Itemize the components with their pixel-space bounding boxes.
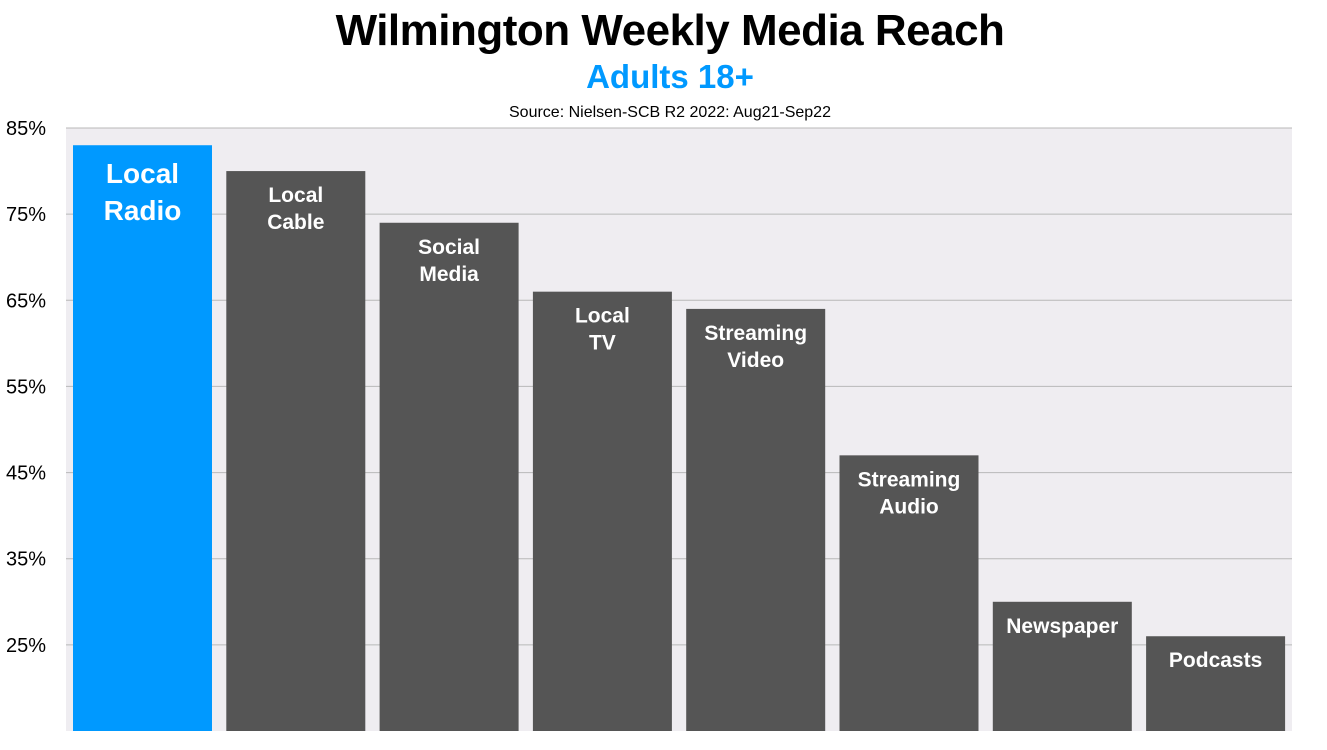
y-tick-label: 55% — [6, 376, 46, 398]
bar — [686, 308, 826, 731]
bar — [992, 601, 1132, 731]
bar — [532, 291, 672, 731]
y-tick-label: 75% — [6, 204, 46, 226]
bar-label: Social — [418, 236, 480, 259]
bar — [839, 455, 979, 731]
bar — [73, 145, 212, 731]
bar-label: Audio — [879, 495, 938, 518]
bar-label: TV — [589, 332, 616, 355]
bar-label: Podcasts — [1169, 649, 1262, 672]
bars: Local Radio Local Cable Social Media Local TV St… — [73, 145, 1286, 732]
bar-label: Cable — [267, 211, 324, 234]
bar-label: Local — [575, 305, 630, 328]
bar-label: Local — [106, 158, 179, 189]
bar — [1146, 636, 1286, 731]
bar-label: Streaming — [858, 468, 961, 491]
bar-label: Streaming — [704, 322, 807, 345]
bar-label: Newspaper — [1006, 615, 1118, 638]
bar-label: Media — [419, 263, 479, 286]
chart-title: Wilmington Weekly Media Reach — [335, 6, 1005, 55]
chart-source: Source: Nielsen-SCB R2 2022: Aug21-Sep22 — [509, 104, 831, 121]
y-axis-ticks: 85% 75% 65% 55% 45% 35% 25% — [6, 118, 46, 657]
y-tick-label: 35% — [6, 549, 46, 571]
y-tick-label: 65% — [6, 290, 46, 312]
y-tick-label: 85% — [6, 118, 46, 140]
y-tick-label: 25% — [6, 635, 46, 657]
bar-label: Local — [268, 184, 323, 207]
bar — [226, 171, 366, 732]
chart-subtitle: Adults 18+ — [586, 58, 754, 95]
y-tick-label: 45% — [6, 463, 46, 485]
bar-label: Video — [727, 349, 784, 372]
bar-label: Radio — [104, 195, 182, 226]
bar — [379, 222, 519, 731]
